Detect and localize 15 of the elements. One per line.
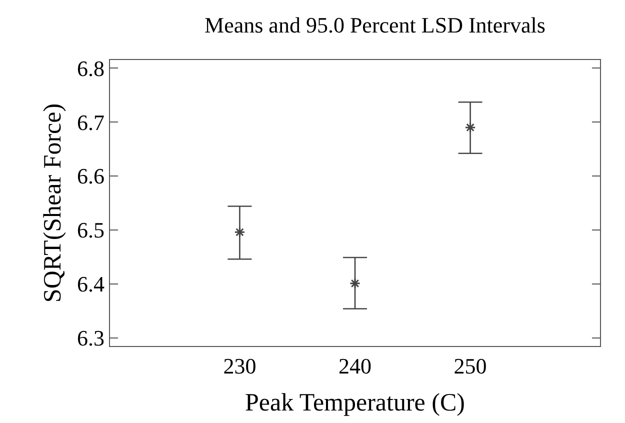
- y-tick-label: 6.4: [76, 272, 104, 297]
- y-tick-label: 6.5: [76, 218, 104, 243]
- y-axis-title: SQRT(Shear Force): [40, 103, 67, 303]
- point: [464, 122, 476, 133]
- x-axis-title: Peak Temperature (C): [245, 390, 465, 417]
- chart-title: Means and 95.0 Percent LSD Intervals: [204, 12, 546, 38]
- y-tick-label: 6.6: [76, 164, 104, 189]
- x-tick-label: 250: [454, 354, 487, 379]
- x-tick-label: 230: [223, 354, 256, 379]
- y-tick-label: 6.8: [76, 56, 104, 81]
- point: [349, 278, 361, 289]
- y-tick-label: 6.3: [76, 326, 104, 351]
- x-tick-label: 240: [338, 354, 372, 379]
- y-tick-label: 6.7: [76, 110, 104, 135]
- point: [234, 226, 246, 238]
